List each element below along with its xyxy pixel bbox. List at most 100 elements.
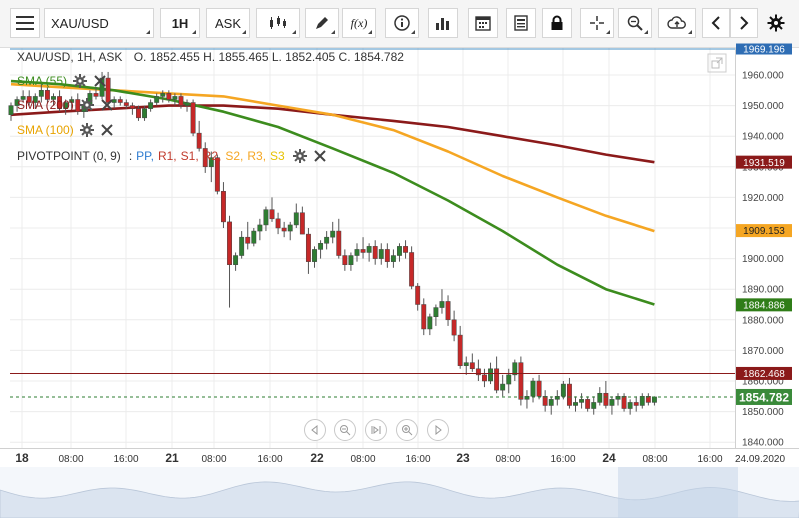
close-icon[interactable]: [100, 123, 114, 137]
nav-forward-button[interactable]: [427, 419, 449, 441]
candle-body-bull: [397, 246, 402, 256]
candle-body-bull: [263, 209, 269, 226]
candle-body-bull: [378, 249, 384, 259]
price-tick-label: 1960.000: [742, 71, 784, 82]
time-tick-label: 22: [310, 451, 324, 465]
candle-body-bear: [475, 368, 481, 376]
candle-body-bear: [269, 209, 275, 220]
timeframe-selector[interactable]: 1H: [160, 8, 200, 38]
price-tick-label: 1920.000: [742, 193, 784, 204]
candle-body-bull: [160, 93, 166, 97]
candle-body-bear: [227, 221, 232, 265]
scroll-right-button[interactable]: [730, 8, 758, 38]
expand-icon[interactable]: [707, 53, 727, 73]
zoom-in-icon: [402, 425, 413, 436]
candle: [312, 246, 317, 268]
menu-button[interactable]: [10, 8, 40, 38]
candle-body-bear: [518, 362, 524, 400]
time-tick-label: 08:00: [58, 454, 83, 465]
time-tick-label: 16:00: [697, 454, 722, 465]
candle: [336, 218, 342, 259]
candle: [457, 325, 463, 369]
price-tick-label: 1840.000: [742, 438, 784, 449]
close-icon[interactable]: [100, 98, 114, 112]
document-icon: [514, 15, 528, 31]
price-tick-label: 1910.000: [742, 224, 784, 235]
symbol-selector[interactable]: XAU/USD: [44, 8, 154, 38]
gear-icon[interactable]: [79, 123, 94, 137]
sma200-label: SMA (200): [17, 98, 74, 112]
info-button[interactable]: [385, 8, 419, 38]
candle-body-bear: [409, 252, 415, 287]
close-icon[interactable]: [313, 149, 327, 163]
time-tick-label: 08:00: [642, 454, 667, 465]
zoom-out-button[interactable]: [334, 419, 356, 441]
triangle-left-icon: [311, 425, 318, 435]
reset-button[interactable]: [365, 419, 387, 441]
candle-body-bear: [93, 93, 99, 97]
candle: [251, 228, 257, 247]
candle-body-bear: [299, 212, 305, 235]
price-tick-label: 1940.000: [742, 132, 784, 143]
candle: [633, 396, 639, 412]
candle: [281, 221, 287, 238]
sma100-label: SMA (100): [17, 123, 74, 137]
candle: [469, 353, 475, 372]
zoom-out-icon: [340, 425, 351, 436]
crosshair-button[interactable]: [580, 8, 614, 38]
candle: [293, 203, 299, 228]
toolbar: XAU/USD 1H ASK f(x): [0, 0, 799, 48]
zoom-in-button[interactable]: [396, 419, 418, 441]
zoom-button[interactable]: [618, 8, 652, 38]
candle: [269, 197, 275, 222]
scroll-left-button[interactable]: [702, 8, 730, 38]
news-button[interactable]: [506, 8, 536, 38]
candle-body-bull: [615, 396, 621, 400]
candle: [221, 182, 226, 228]
candle: [475, 359, 481, 381]
candle: [603, 381, 609, 409]
candle: [536, 374, 542, 400]
price-type-selector[interactable]: ASK: [206, 8, 250, 38]
candle-body-bear: [136, 108, 141, 119]
navigator-pane[interactable]: [0, 467, 799, 518]
draw-tool-button[interactable]: [305, 8, 339, 38]
price-axis[interactable]: 1960.000 1950.000 1940.000 1930.000 1920.000…: [735, 43, 799, 449]
candle: [257, 218, 263, 241]
candle: [415, 283, 421, 311]
candle: [621, 393, 627, 412]
chart-grid: [10, 48, 735, 448]
close-icon[interactable]: [93, 74, 107, 88]
candlestick-icon: [270, 16, 286, 29]
candle-body-bear: [372, 246, 378, 259]
gear-icon[interactable]: [79, 98, 94, 112]
chart-type-button[interactable]: [256, 8, 300, 38]
candle: [233, 252, 239, 271]
candle-body-bear: [123, 102, 129, 106]
candle-body-bear: [403, 246, 409, 253]
time-axis-bg: [0, 448, 799, 466]
candle-body-bull: [233, 255, 239, 265]
nav-back-button[interactable]: [304, 419, 326, 441]
candle-body-bull: [554, 396, 560, 400]
time-axis[interactable]: 18 08:00 16:00 21 08:00 16:00 22 08:00 16:00 23 08…: [0, 448, 799, 466]
candle-body-bear: [445, 301, 451, 321]
navigator-bg: [0, 467, 799, 518]
calendar-button[interactable]: [468, 8, 498, 38]
chart-header: XAU/USD, 1H, ASK O. 1852.455 H. 1855.465…: [17, 50, 404, 64]
gear-icon[interactable]: [73, 74, 88, 88]
lock-button[interactable]: [542, 8, 572, 38]
gear-icon[interactable]: [292, 149, 307, 163]
candle: [154, 93, 160, 106]
navigator-window[interactable]: [618, 467, 738, 518]
indicators-button[interactable]: f(x): [342, 8, 376, 38]
sma55-line: [10, 79, 655, 306]
gear-icon: [767, 14, 785, 32]
bar-chart-button[interactable]: [428, 8, 458, 38]
cloud-button[interactable]: [658, 8, 696, 38]
pivot-badge-text: 1862.468: [743, 369, 785, 380]
candle: [166, 90, 172, 103]
settings-button[interactable]: [762, 8, 790, 38]
candle-body-bull: [500, 383, 506, 391]
